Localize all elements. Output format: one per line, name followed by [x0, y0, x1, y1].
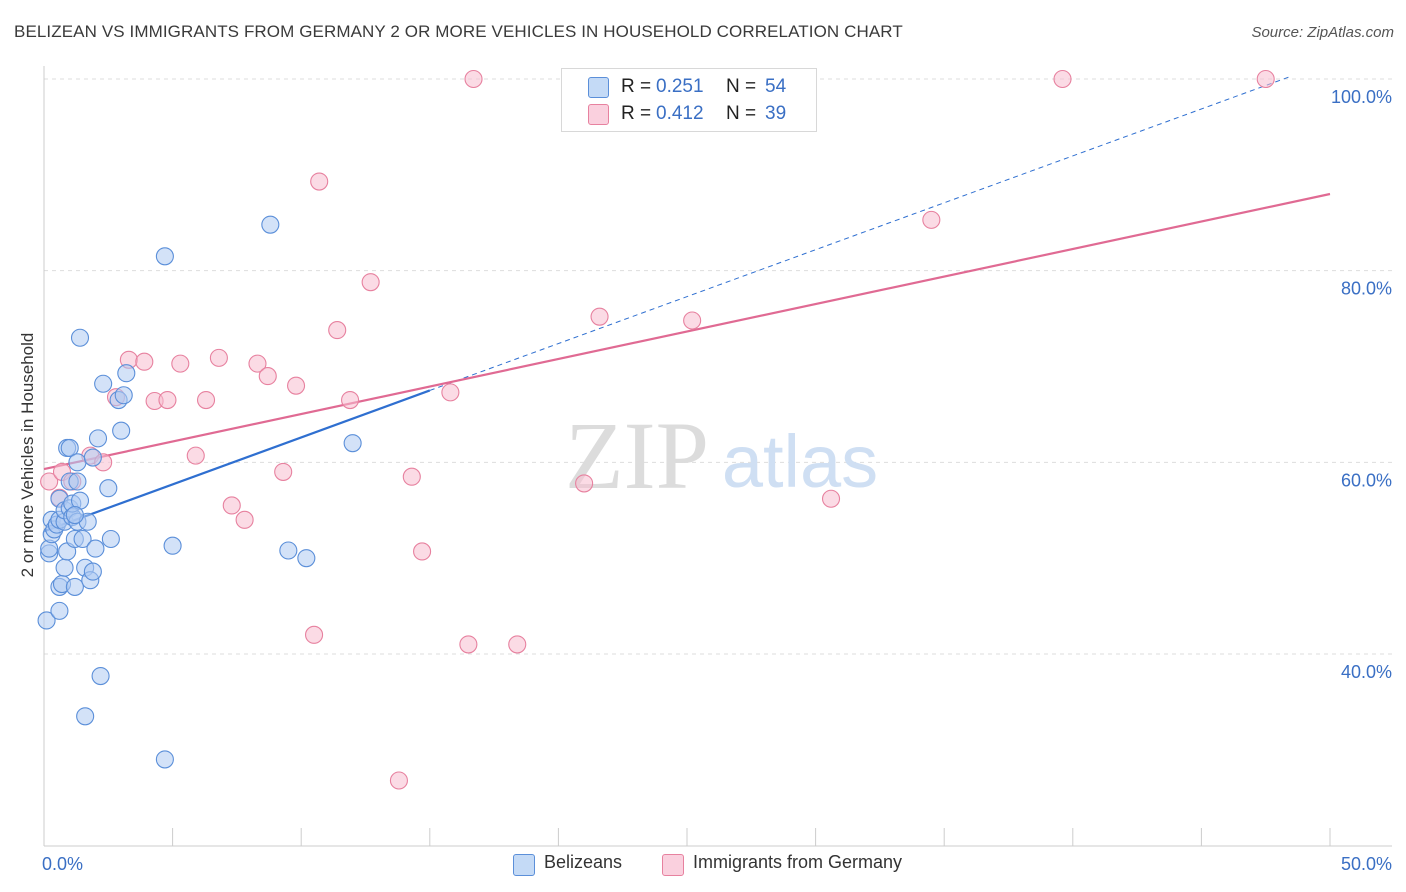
point-belizeans [37, 611, 56, 630]
watermark-zip: ZIP [565, 402, 709, 509]
stats-n-value: 54 [765, 76, 787, 97]
point-germany [186, 446, 205, 465]
point-belizeans [65, 505, 84, 525]
stats-n-label: N = [726, 76, 757, 97]
trend-line-germany [43, 192, 1331, 471]
point-belizeans [83, 448, 102, 467]
point-belizeans [70, 328, 90, 347]
point-germany [821, 489, 841, 508]
gridlines [44, 78, 1392, 655]
point-belizeans [50, 601, 69, 620]
point-belizeans [83, 562, 102, 581]
stats-n-value: 39 [765, 103, 787, 124]
point-germany [361, 273, 380, 292]
stats-r-label: R = [621, 76, 652, 97]
source-label: Source: ZipAtlas.com [1251, 24, 1394, 41]
legend-label-belizeans: Belizeans [544, 852, 623, 872]
x-tick-label: 50.0% [1341, 854, 1392, 874]
point-germany [590, 307, 609, 326]
point-germany [310, 172, 329, 191]
point-germany [508, 635, 527, 654]
point-germany [222, 496, 241, 515]
point-germany [171, 354, 190, 373]
point-belizeans [68, 453, 87, 472]
point-germany [235, 510, 254, 529]
axes [43, 66, 1392, 847]
point-germany [441, 383, 460, 402]
point-germany [305, 625, 324, 644]
point-belizeans [117, 364, 136, 383]
y-tick-label: 40.0% [1341, 662, 1392, 682]
point-germany [1256, 69, 1275, 89]
legend-swatch-germany [662, 854, 684, 876]
trend-line-belizeans [43, 389, 431, 533]
watermark: ZIP atlas [565, 402, 878, 509]
trend-extension-belizeans [429, 75, 1292, 391]
point-belizeans [99, 479, 118, 498]
point-belizeans [73, 529, 92, 549]
point-germany [459, 635, 478, 654]
point-belizeans [155, 247, 174, 266]
stats-r-value: 0.251 [656, 76, 704, 97]
stats-box: R = 0.251 N = 54 R = 0.412 N = 39 [561, 68, 817, 132]
point-belizeans [60, 438, 79, 458]
point-germany [287, 376, 306, 395]
point-germany [40, 472, 59, 491]
point-germany [135, 352, 154, 371]
point-germany [328, 321, 347, 340]
point-belizeans [94, 374, 113, 393]
point-germany [922, 210, 941, 229]
x-tick-label: 0.0% [42, 854, 83, 874]
y-tick-label: 60.0% [1341, 470, 1392, 490]
point-belizeans [86, 539, 105, 558]
point-germany [209, 348, 228, 367]
point-belizeans [65, 577, 84, 596]
point-germany [248, 354, 267, 373]
data-points [37, 69, 1275, 790]
legend-label-germany: Immigrants from Germany [693, 852, 903, 872]
point-germany [196, 390, 216, 410]
chart-title: BELIZEAN VS IMMIGRANTS FROM GERMANY 2 OR… [14, 22, 903, 41]
stats-swatch-belizeans [588, 76, 609, 98]
point-germany [1053, 69, 1072, 89]
point-belizeans [297, 549, 316, 568]
point-germany [274, 462, 293, 481]
point-belizeans [76, 707, 95, 726]
point-belizeans [88, 429, 108, 448]
point-belizeans [55, 558, 74, 577]
point-germany [413, 542, 432, 561]
point-belizeans [112, 421, 131, 440]
y-tick-label: 100.0% [1331, 87, 1392, 107]
stats-r-value: 0.412 [656, 103, 704, 124]
point-belizeans [343, 434, 362, 453]
point-belizeans [91, 666, 110, 686]
point-germany [402, 467, 421, 486]
point-germany [575, 474, 594, 493]
point-belizeans [101, 529, 120, 549]
point-germany [464, 69, 483, 89]
point-belizeans [279, 541, 298, 560]
point-germany [389, 771, 408, 790]
point-belizeans [261, 215, 280, 234]
watermark-atlas: atlas [722, 420, 878, 503]
tick-labels: 40.0% 60.0% 80.0% 100.0% 0.0% 50.0% [42, 87, 1392, 874]
point-belizeans [68, 472, 87, 491]
stats-n-label: N = [726, 103, 757, 124]
trend-lines [43, 75, 1331, 533]
point-belizeans [114, 386, 133, 405]
stats-swatch-germany [588, 103, 609, 125]
point-germany [258, 367, 277, 386]
stats-r-label: R = [621, 103, 652, 124]
legend-swatch-belizeans [513, 854, 535, 876]
y-axis-title: 2 or more Vehicles in Household [18, 332, 37, 578]
point-belizeans [163, 536, 182, 555]
point-germany [158, 390, 177, 410]
point-germany [341, 390, 360, 410]
point-belizeans [155, 750, 174, 769]
point-germany [683, 311, 702, 330]
y-tick-label: 80.0% [1341, 279, 1392, 299]
